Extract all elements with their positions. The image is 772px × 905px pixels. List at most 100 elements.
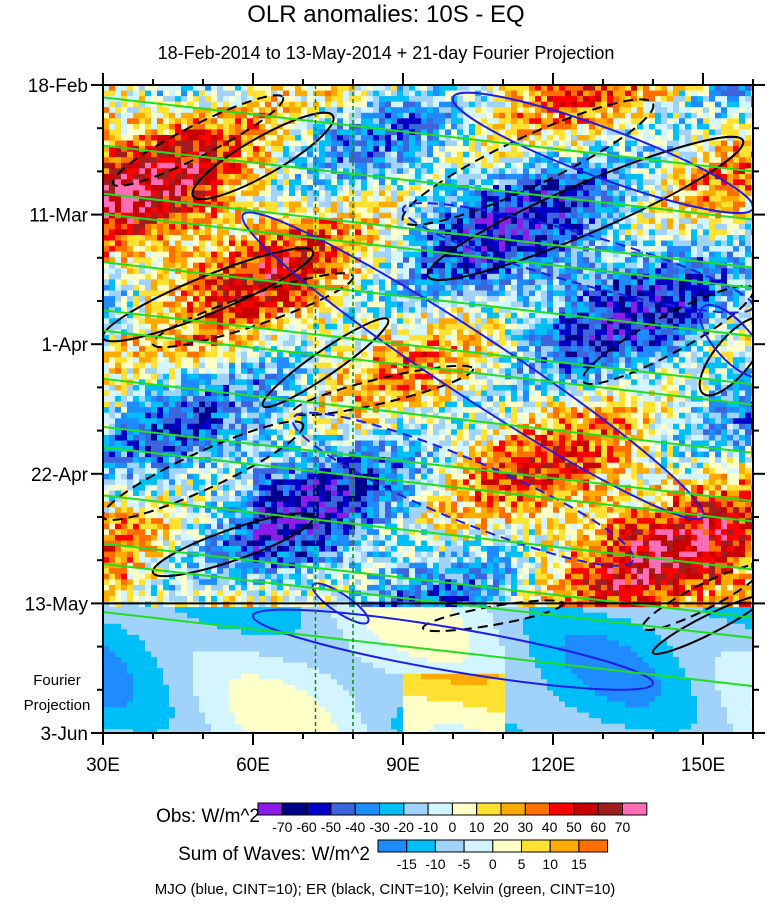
field-cell	[127, 140, 134, 147]
field-cell	[175, 251, 182, 258]
field-cell	[679, 168, 686, 175]
field-cell	[253, 196, 260, 203]
field-cell	[133, 196, 140, 203]
field-cell	[163, 123, 170, 131]
field-cell	[637, 85, 644, 92]
field-cell	[439, 273, 446, 280]
field-cell	[643, 296, 650, 303]
field-cell	[499, 273, 506, 280]
field-cell	[241, 179, 248, 186]
field-cell	[715, 290, 722, 297]
field-cell	[559, 201, 566, 208]
field-cell	[511, 262, 518, 269]
field-cell	[721, 218, 728, 225]
field-cell	[673, 285, 680, 292]
field-cell	[691, 151, 698, 158]
field-cell	[703, 218, 710, 225]
field-cell	[727, 118, 734, 125]
field-cell	[583, 296, 590, 303]
field-cell	[151, 207, 158, 214]
field-cell	[277, 262, 284, 269]
field-cell	[589, 101, 596, 108]
field-cell	[661, 301, 668, 308]
field-cell	[511, 118, 518, 125]
field-cell	[391, 334, 398, 342]
field-cell	[175, 207, 182, 214]
field-cell	[727, 240, 734, 247]
field-cell	[433, 262, 440, 269]
field-cell	[187, 96, 194, 103]
field-cell	[121, 190, 128, 197]
field-cell	[595, 262, 602, 269]
field-cell	[505, 329, 512, 336]
field-cell	[193, 151, 200, 158]
field-cell	[523, 196, 530, 203]
field-cell	[535, 229, 542, 236]
field-cell	[229, 85, 236, 92]
field-cell	[127, 251, 134, 258]
field-cell	[385, 296, 392, 303]
field-cell	[637, 112, 644, 119]
field-cell	[169, 290, 176, 297]
field-cell	[559, 90, 566, 97]
field-cell	[541, 118, 548, 125]
field-cell	[685, 168, 692, 175]
field-cell	[679, 151, 686, 158]
field-cell	[571, 107, 578, 114]
field-cell	[649, 279, 656, 286]
field-cell	[469, 196, 476, 203]
field-cell	[397, 196, 404, 203]
field-cell	[703, 257, 710, 264]
field-cell	[169, 201, 176, 208]
field-cell	[571, 307, 578, 314]
field-cell	[643, 329, 650, 336]
field-cell	[337, 290, 344, 297]
field-cell	[385, 90, 392, 97]
field-cell	[529, 196, 536, 203]
field-cell	[667, 107, 674, 114]
field-cell	[265, 118, 272, 125]
field-cell	[685, 179, 692, 186]
field-cell	[553, 129, 560, 136]
field-cell	[157, 273, 164, 280]
field-cell	[721, 240, 728, 247]
field-cell	[643, 312, 650, 319]
field-cell	[703, 229, 710, 236]
field-cell	[253, 240, 260, 247]
field-cell	[739, 268, 746, 275]
field-cell	[139, 307, 146, 314]
field-cell	[103, 129, 110, 136]
field-cell	[439, 334, 446, 342]
field-cell	[481, 101, 488, 108]
field-cell	[643, 173, 650, 181]
field-cell	[649, 246, 656, 253]
field-cell	[199, 229, 206, 236]
field-cell	[313, 90, 320, 97]
field-cell	[301, 101, 308, 108]
field-cell	[337, 257, 344, 264]
field-cell	[337, 107, 344, 114]
field-cell	[415, 257, 422, 264]
field-cell	[739, 218, 746, 225]
field-cell	[475, 101, 482, 108]
field-cell	[379, 201, 386, 208]
field-cell	[403, 190, 410, 197]
field-cell	[523, 107, 530, 114]
field-cell	[529, 151, 536, 158]
field-cell	[139, 101, 146, 108]
field-cell	[535, 257, 542, 264]
field-cell	[457, 290, 464, 297]
field-cell	[223, 146, 230, 153]
field-cell	[265, 179, 272, 186]
field-cell	[499, 190, 506, 197]
field-cell	[469, 223, 476, 231]
field-cell	[319, 85, 326, 92]
field-cell	[145, 268, 152, 275]
field-cell	[325, 101, 332, 108]
field-cell	[475, 246, 482, 253]
field-cell	[697, 135, 704, 142]
field-cell	[679, 112, 686, 119]
field-cell	[127, 235, 134, 242]
field-cell	[607, 312, 614, 319]
field-cell	[469, 334, 476, 342]
